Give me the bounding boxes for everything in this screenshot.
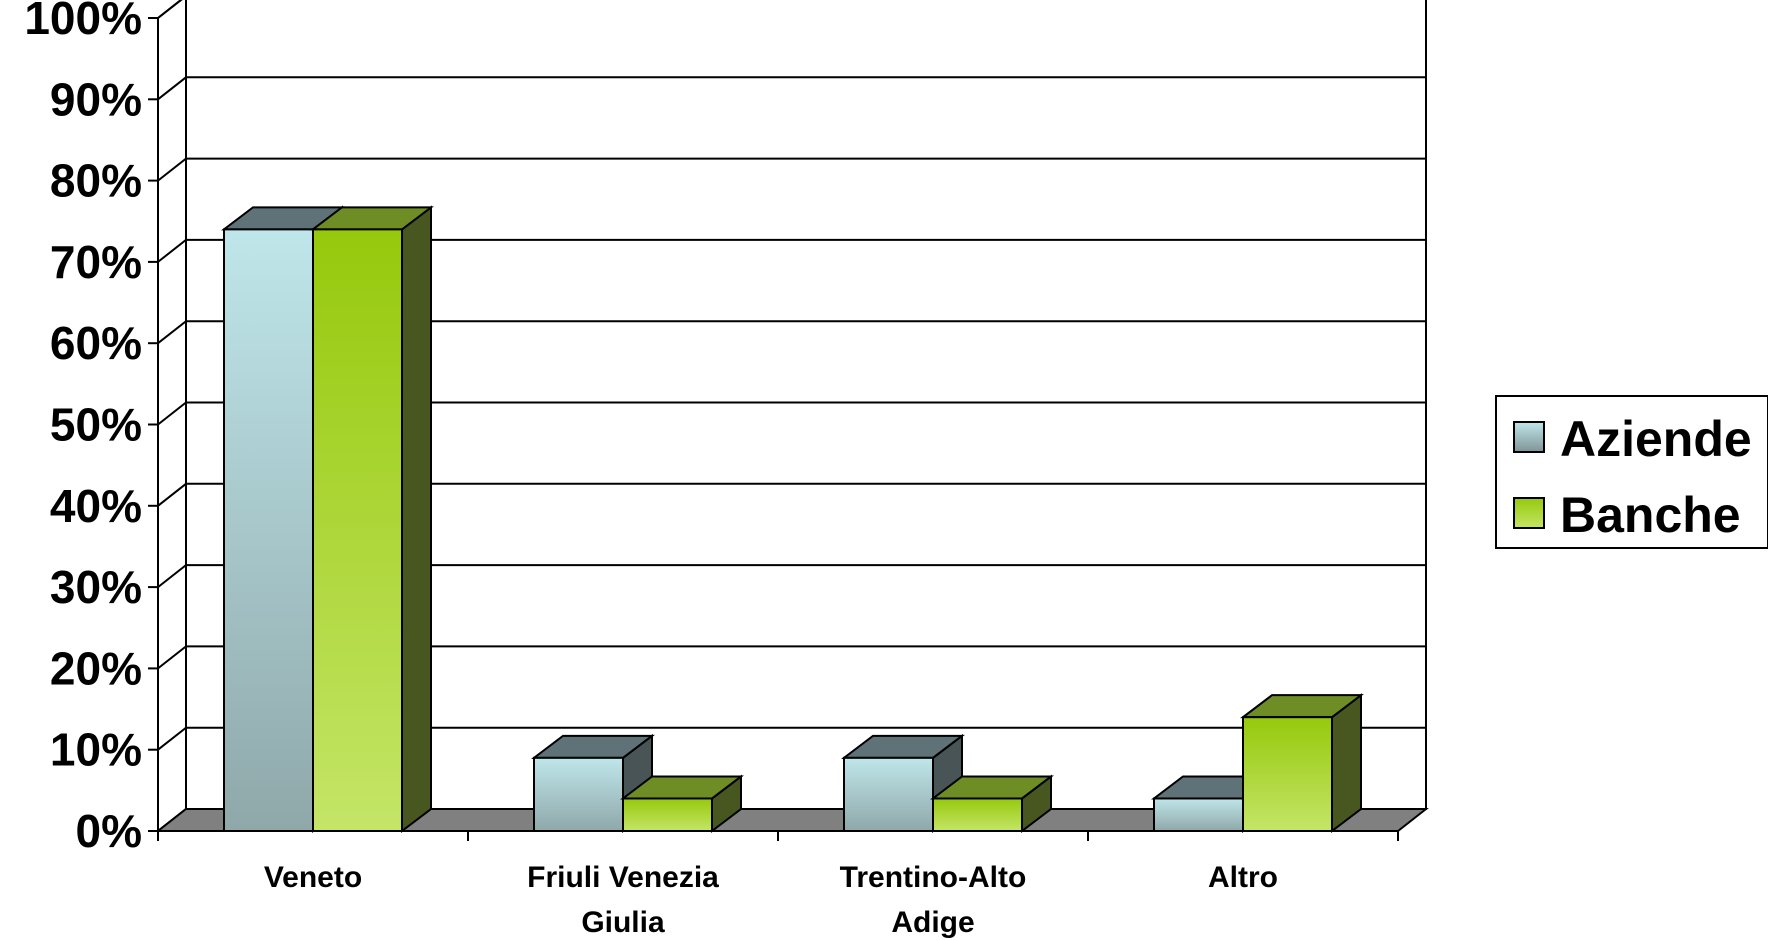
bar	[312, 228, 403, 832]
legend-label-aziende: Aziende	[1560, 411, 1752, 467]
gridline	[157, 157, 1426, 182]
y-tick-label: 30%	[50, 561, 142, 613]
y-tick-label: 0%	[76, 805, 142, 857]
legend-swatch-banche	[1513, 497, 1545, 529]
gridline	[157, 0, 183, 19]
side-wall	[157, 0, 187, 834]
legend: Aziende Banche	[1495, 395, 1768, 549]
gridline	[157, 482, 1426, 507]
x-tick-label: Veneto	[264, 861, 362, 894]
gridline	[157, 564, 1426, 588]
y-tick-label: 50%	[50, 399, 142, 451]
bar	[622, 797, 713, 832]
bar	[843, 756, 934, 833]
gridline	[157, 238, 1426, 263]
y-tick-label: 20%	[50, 642, 142, 694]
y-tick-label: 100%	[24, 0, 142, 44]
gridline	[157, 76, 1426, 101]
bar-side	[1331, 693, 1362, 834]
y-axis-tick-labels: 0% 10% 20% 30% 40% 50% 60% 70% 80% 90% 100%	[24, 0, 142, 857]
x-tick-label: Altro	[1208, 861, 1278, 894]
plot-walls	[157, 0, 1427, 834]
gridline	[157, 645, 1426, 670]
y-tick-label: 90%	[50, 73, 142, 125]
bar	[932, 797, 1023, 832]
gridline	[157, 401, 1426, 426]
y-tick-label: 10%	[50, 724, 142, 776]
gridline	[157, 320, 1426, 344]
bar	[223, 228, 314, 832]
bars	[221, 205, 1364, 834]
bar	[1153, 797, 1244, 832]
y-tick-label: 60%	[50, 317, 142, 369]
x-tick-label: Friuli Venezia Giulia	[527, 861, 719, 939]
bar	[533, 756, 624, 833]
legend-swatch-aziende	[1513, 421, 1545, 453]
y-tick-label: 70%	[50, 236, 142, 288]
x-axis-tick-labels: Veneto Friuli Venezia Giulia Trentino-Alto A…	[264, 861, 1278, 939]
y-tick-label: 40%	[50, 480, 142, 532]
x-tick-label: Trentino-Alto Adige	[840, 861, 1027, 939]
legend-label-banche: Banche	[1560, 487, 1741, 543]
bar-side	[401, 205, 432, 834]
bar	[1242, 716, 1333, 832]
gridline	[157, 726, 1426, 751]
y-tick-label: 80%	[50, 155, 142, 207]
